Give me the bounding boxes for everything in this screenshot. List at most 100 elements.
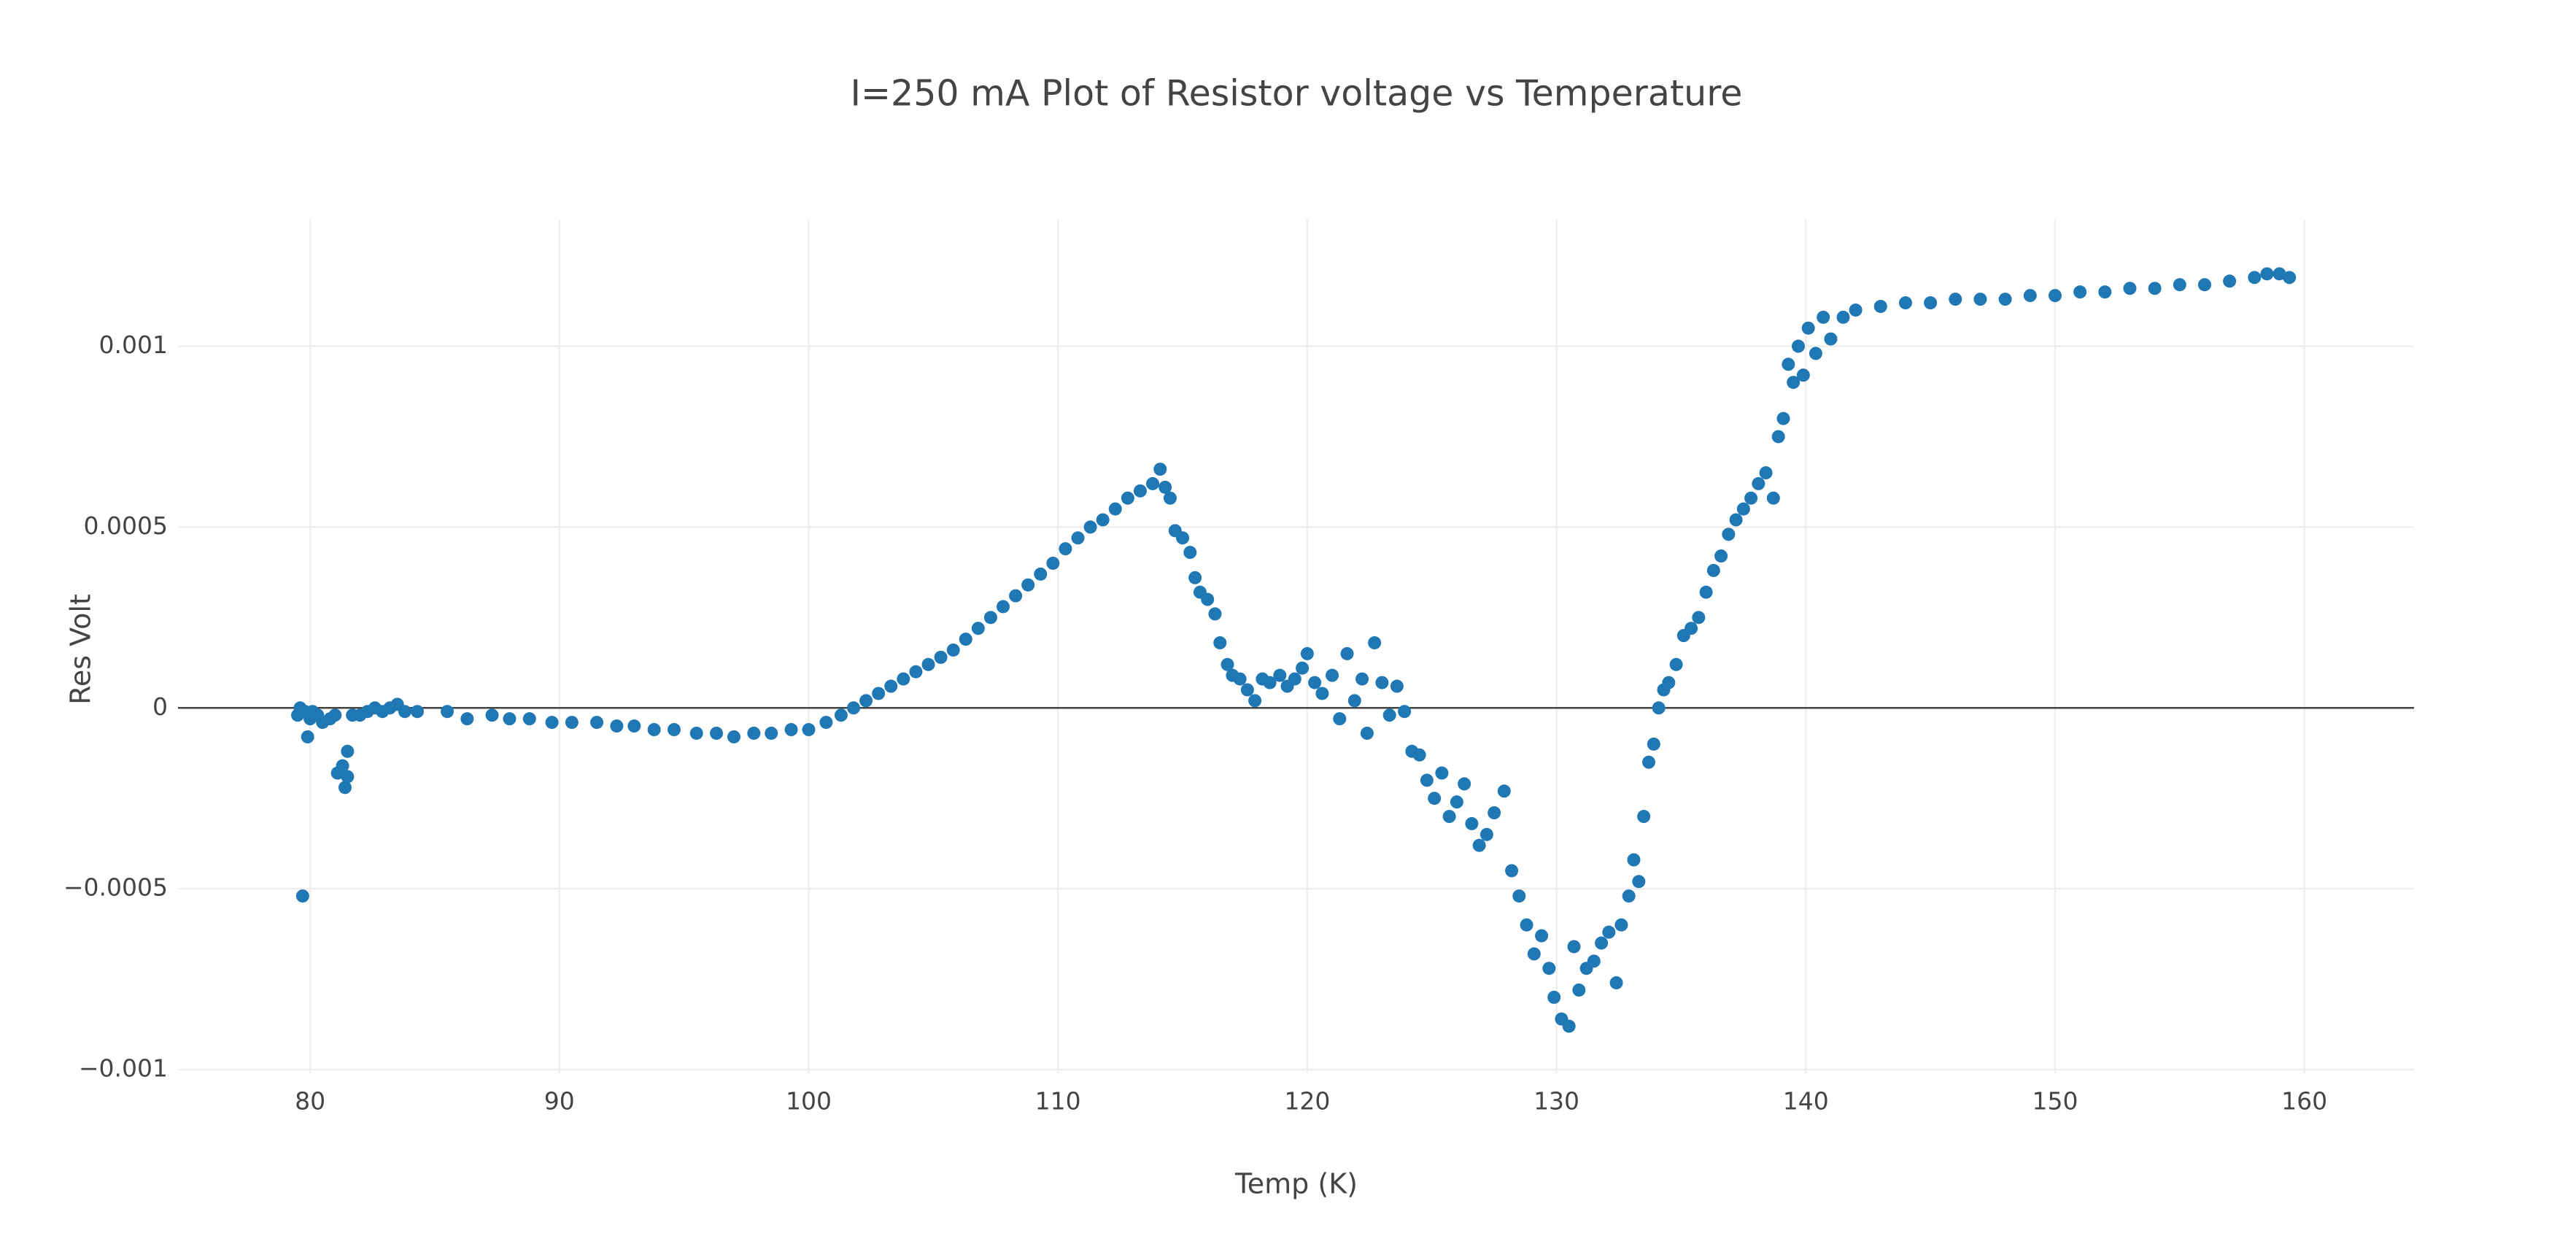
- point: [1614, 918, 1628, 932]
- point: [1527, 947, 1541, 961]
- point: [1512, 889, 1526, 903]
- point: [1809, 347, 1822, 360]
- point: [1849, 303, 1863, 317]
- point: [1796, 368, 1810, 382]
- point: [1450, 795, 1463, 809]
- point: [1873, 299, 1887, 313]
- point: [1998, 293, 2012, 306]
- point: [565, 716, 579, 730]
- point: [1059, 542, 1072, 556]
- point: [1662, 676, 1676, 689]
- point: [2223, 274, 2237, 288]
- point: [2098, 285, 2112, 299]
- x-tick-label: 90: [544, 1087, 575, 1116]
- point: [1188, 571, 1202, 584]
- point: [1752, 476, 1765, 490]
- x-tick-label: 150: [2032, 1087, 2078, 1116]
- point: [1153, 463, 1167, 476]
- point: [909, 665, 923, 679]
- point: [1595, 936, 1609, 950]
- point: [1632, 875, 1646, 889]
- point: [1652, 701, 1666, 715]
- point: [846, 701, 860, 715]
- point: [1472, 838, 1486, 852]
- x-axis-title: Temp (K): [1234, 1168, 1358, 1200]
- point: [1315, 687, 1329, 700]
- point: [2123, 282, 2137, 295]
- point: [1442, 810, 1456, 824]
- y-tick-label: −0.001: [79, 1054, 168, 1083]
- y-axis-title: Res Volt: [65, 594, 97, 705]
- point: [627, 719, 641, 733]
- y-tick-label: −0.0005: [63, 873, 168, 902]
- point: [1046, 556, 1060, 570]
- point: [727, 730, 740, 743]
- point: [610, 719, 624, 733]
- point: [1308, 676, 1322, 689]
- point: [441, 705, 455, 719]
- point: [485, 708, 499, 722]
- x-tick-label: 100: [786, 1087, 832, 1116]
- point: [1587, 954, 1601, 968]
- point: [983, 611, 997, 625]
- point: [1233, 672, 1247, 686]
- point: [1360, 726, 1374, 740]
- point: [884, 679, 898, 693]
- point: [1382, 708, 1396, 722]
- point: [2023, 289, 2037, 303]
- point: [1505, 864, 1519, 878]
- point: [1248, 694, 1262, 708]
- point: [1692, 611, 1706, 625]
- point: [1398, 705, 1412, 719]
- point: [1355, 672, 1369, 686]
- point: [1296, 661, 1310, 675]
- point: [946, 643, 960, 657]
- point: [1412, 748, 1426, 762]
- point: [1898, 296, 1912, 310]
- point: [1121, 491, 1134, 505]
- point: [411, 705, 425, 719]
- point: [1542, 962, 1556, 975]
- point: [802, 723, 816, 737]
- point: [710, 726, 724, 740]
- point: [590, 716, 604, 730]
- point: [1435, 766, 1449, 780]
- point: [1699, 585, 1713, 599]
- point: [1201, 592, 1215, 606]
- point: [1009, 589, 1023, 603]
- point: [2283, 271, 2297, 285]
- point: [1647, 737, 1660, 751]
- point: [1744, 491, 1758, 505]
- point: [1347, 694, 1361, 708]
- point: [1096, 513, 1110, 527]
- point: [1420, 773, 1434, 787]
- point: [2197, 278, 2211, 292]
- point: [1637, 810, 1651, 824]
- point: [398, 705, 411, 719]
- point: [1163, 491, 1177, 505]
- point: [1390, 679, 1404, 693]
- point: [872, 687, 886, 700]
- point: [2148, 282, 2162, 295]
- point: [1240, 683, 1254, 697]
- point: [1488, 806, 1501, 820]
- point: [1766, 491, 1780, 505]
- point: [765, 726, 778, 740]
- x-tick-label: 80: [295, 1087, 325, 1116]
- point: [934, 650, 948, 664]
- x-tick-label: 130: [1533, 1087, 1579, 1116]
- point: [1300, 646, 1314, 660]
- point: [747, 726, 761, 740]
- point: [1333, 712, 1347, 726]
- y-tick-label: 0: [152, 692, 168, 721]
- point: [1949, 293, 1962, 306]
- point: [1480, 827, 1493, 841]
- point: [1759, 466, 1773, 480]
- point: [1609, 976, 1623, 990]
- point: [1535, 929, 1549, 943]
- point: [1071, 531, 1085, 545]
- point: [1722, 528, 1736, 541]
- point: [1924, 296, 1938, 310]
- point: [545, 716, 559, 730]
- point: [1771, 430, 1785, 444]
